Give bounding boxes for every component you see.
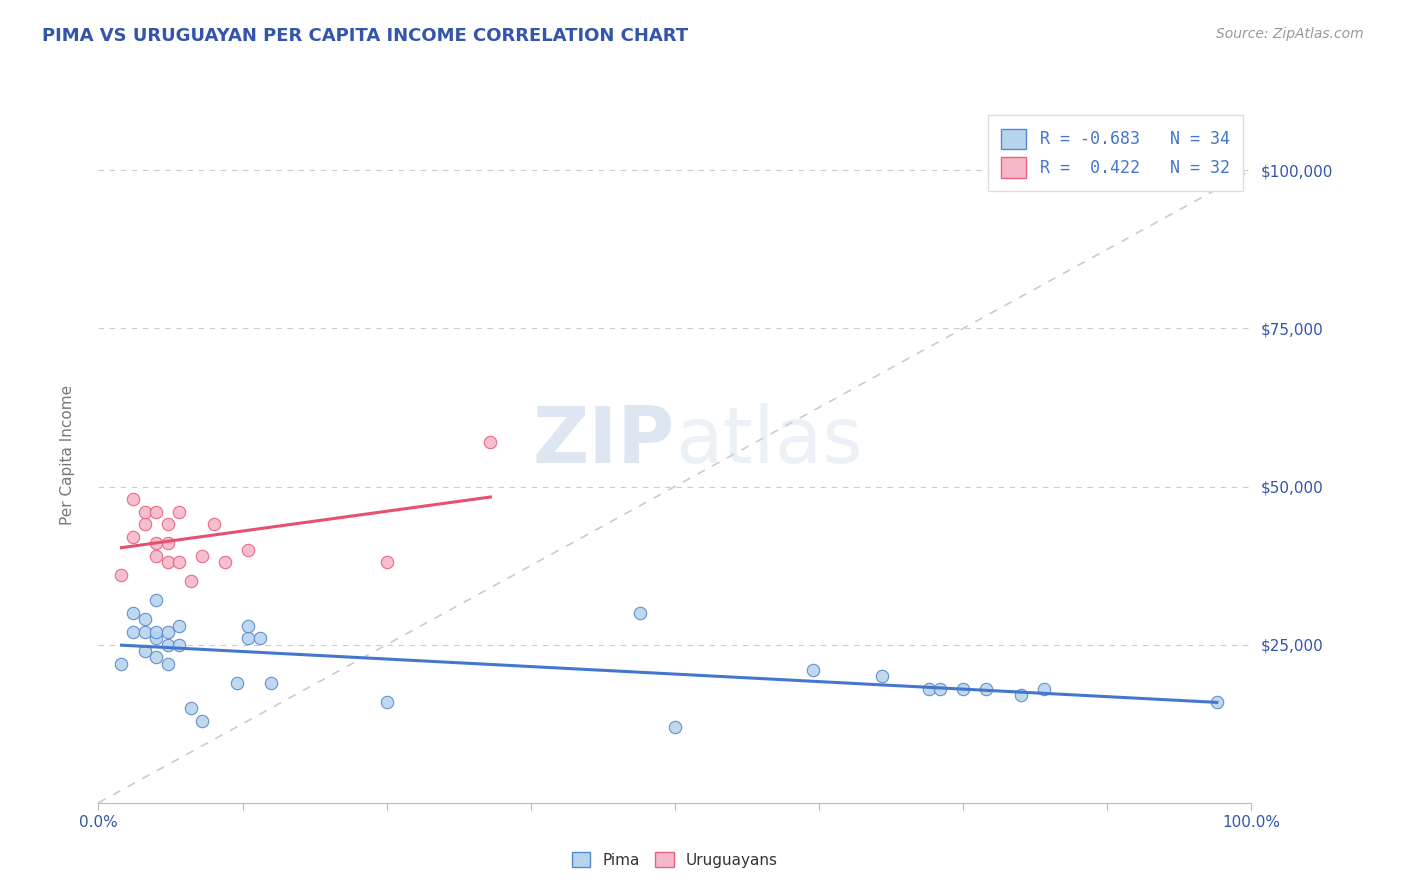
Point <box>122 492 145 507</box>
Point <box>122 625 145 640</box>
Point <box>628 606 651 620</box>
Point <box>974 681 997 696</box>
Point <box>156 536 179 550</box>
Point <box>249 632 271 646</box>
Point <box>1010 688 1032 702</box>
Point <box>664 720 686 734</box>
Point <box>917 681 939 696</box>
Point <box>156 625 179 640</box>
Point <box>156 517 179 532</box>
Point <box>145 505 167 519</box>
Point <box>929 681 952 696</box>
Text: atlas: atlas <box>675 403 862 479</box>
Point <box>375 695 398 709</box>
Point <box>134 517 156 532</box>
Point <box>145 632 167 646</box>
Point <box>122 606 145 620</box>
Y-axis label: Per Capita Income: Per Capita Income <box>60 384 75 525</box>
Text: PIMA VS URUGUAYAN PER CAPITA INCOME CORRELATION CHART: PIMA VS URUGUAYAN PER CAPITA INCOME CORR… <box>42 27 689 45</box>
Legend: R = -0.683   N = 34, R =  0.422   N = 32: R = -0.683 N = 34, R = 0.422 N = 32 <box>988 115 1243 191</box>
Point <box>191 714 214 728</box>
Legend: Pima, Uruguayans: Pima, Uruguayans <box>564 844 786 875</box>
Point <box>167 638 190 652</box>
Point <box>375 556 398 570</box>
Point <box>952 681 974 696</box>
Point <box>167 505 190 519</box>
Point <box>134 505 156 519</box>
Point <box>801 663 824 677</box>
Point <box>145 625 167 640</box>
Point <box>238 618 260 632</box>
Point <box>180 574 202 589</box>
Point <box>238 632 260 646</box>
Point <box>872 669 894 683</box>
Point <box>145 650 167 665</box>
Point <box>134 644 156 658</box>
Point <box>260 675 283 690</box>
Point <box>167 556 190 570</box>
Point <box>214 556 236 570</box>
Point <box>238 542 260 557</box>
Point <box>167 618 190 632</box>
Point <box>110 657 132 671</box>
Point <box>134 612 156 626</box>
Point <box>479 435 502 450</box>
Point <box>145 593 167 607</box>
Text: Source: ZipAtlas.com: Source: ZipAtlas.com <box>1216 27 1364 41</box>
Point <box>134 625 156 640</box>
Point <box>156 657 179 671</box>
Point <box>1205 695 1227 709</box>
Point <box>145 549 167 563</box>
Point <box>180 701 202 715</box>
Point <box>145 536 167 550</box>
Point <box>110 568 132 582</box>
Point <box>122 530 145 544</box>
Point <box>225 675 247 690</box>
Point <box>202 517 225 532</box>
Point <box>156 638 179 652</box>
Text: ZIP: ZIP <box>533 403 675 479</box>
Point <box>191 549 214 563</box>
Point <box>156 556 179 570</box>
Point <box>1032 681 1054 696</box>
